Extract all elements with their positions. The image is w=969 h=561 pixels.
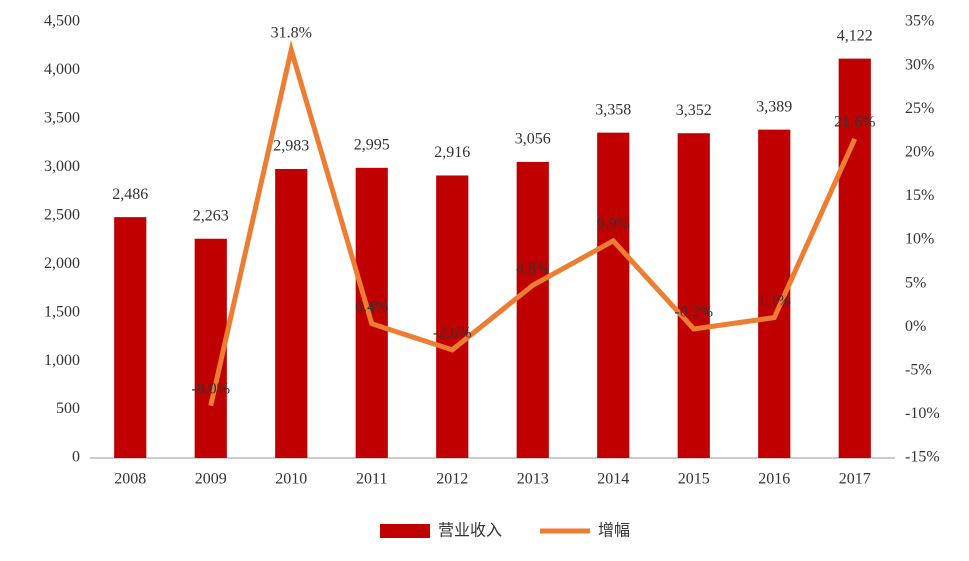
bar-value-label: 2,983 bbox=[273, 138, 309, 155]
bar bbox=[355, 167, 388, 458]
x-tick-label: 2009 bbox=[195, 471, 227, 488]
y2-tick-label: 10% bbox=[905, 231, 934, 248]
y-tick-label: 4,000 bbox=[44, 61, 80, 78]
y2-tick-label: -15% bbox=[905, 449, 940, 466]
bar bbox=[597, 132, 630, 459]
x-tick-label: 2014 bbox=[597, 471, 629, 488]
line-value-label: -2.6% bbox=[433, 325, 472, 342]
bar bbox=[677, 133, 710, 458]
legend-label: 增幅 bbox=[598, 521, 630, 540]
line-value-label: 4.8% bbox=[516, 260, 549, 277]
legend-label: 营业收入 bbox=[438, 521, 502, 540]
line-value-label: 31.8% bbox=[271, 25, 312, 42]
y-tick-label: 500 bbox=[56, 400, 80, 417]
line-value-label: 9.9% bbox=[597, 216, 630, 233]
x-tick-label: 2011 bbox=[356, 471, 387, 488]
line-value-label: -0.2% bbox=[674, 304, 713, 321]
bar-value-label: 3,352 bbox=[676, 102, 712, 119]
line bbox=[208, 39, 858, 407]
line-value-label: 0.4% bbox=[355, 298, 388, 315]
y-tick-label: 1,000 bbox=[44, 352, 80, 369]
legend-swatch bbox=[380, 524, 430, 538]
y2-tick-label: -5% bbox=[905, 361, 932, 378]
y-tick-label: 1,500 bbox=[44, 303, 80, 320]
bar-value-label: 3,056 bbox=[515, 131, 551, 148]
y2-tick-label: 25% bbox=[905, 100, 934, 117]
bar-value-label: 2,916 bbox=[434, 144, 470, 161]
bar bbox=[838, 58, 871, 459]
y2-tick-label: 0% bbox=[905, 318, 926, 335]
y2-tick-label: 15% bbox=[905, 187, 934, 204]
x-tick-label: 2016 bbox=[758, 471, 790, 488]
bar-value-label: 4,122 bbox=[837, 27, 873, 44]
bar-value-label: 2,486 bbox=[112, 186, 148, 203]
y-tick-label: 0 bbox=[72, 449, 80, 466]
bar bbox=[275, 168, 308, 458]
y2-tick-label: -10% bbox=[905, 405, 940, 422]
line-value-label: 1.1% bbox=[758, 292, 791, 309]
x-tick-label: 2017 bbox=[839, 471, 871, 488]
bar-value-label: 2,263 bbox=[193, 207, 229, 224]
y2-tick-label: 35% bbox=[905, 13, 934, 30]
line-value-label: -9.0% bbox=[191, 380, 230, 397]
x-tick-label: 2010 bbox=[275, 471, 307, 488]
x-tick-label: 2012 bbox=[436, 471, 468, 488]
bar-value-label: 3,389 bbox=[756, 98, 792, 115]
y2-tick-label: 5% bbox=[905, 274, 926, 291]
y2-tick-label: 20% bbox=[905, 143, 934, 160]
y-tick-label: 3,000 bbox=[44, 158, 80, 175]
line-value-label: 21.6% bbox=[834, 114, 875, 131]
x-tick-label: 2015 bbox=[678, 471, 710, 488]
x-tick-label: 2013 bbox=[517, 471, 549, 488]
y2-tick-label: 30% bbox=[905, 56, 934, 73]
bar bbox=[516, 161, 549, 458]
y-tick-label: 2,000 bbox=[44, 255, 80, 272]
y-tick-label: 4,500 bbox=[44, 13, 80, 30]
bar-value-label: 3,358 bbox=[595, 101, 631, 118]
bar bbox=[436, 175, 469, 459]
bar bbox=[114, 217, 147, 458]
y-tick-label: 3,500 bbox=[44, 110, 80, 127]
x-tick-label: 2008 bbox=[114, 471, 146, 488]
bar-value-label: 2,995 bbox=[354, 136, 390, 153]
y-tick-label: 2,500 bbox=[44, 206, 80, 223]
